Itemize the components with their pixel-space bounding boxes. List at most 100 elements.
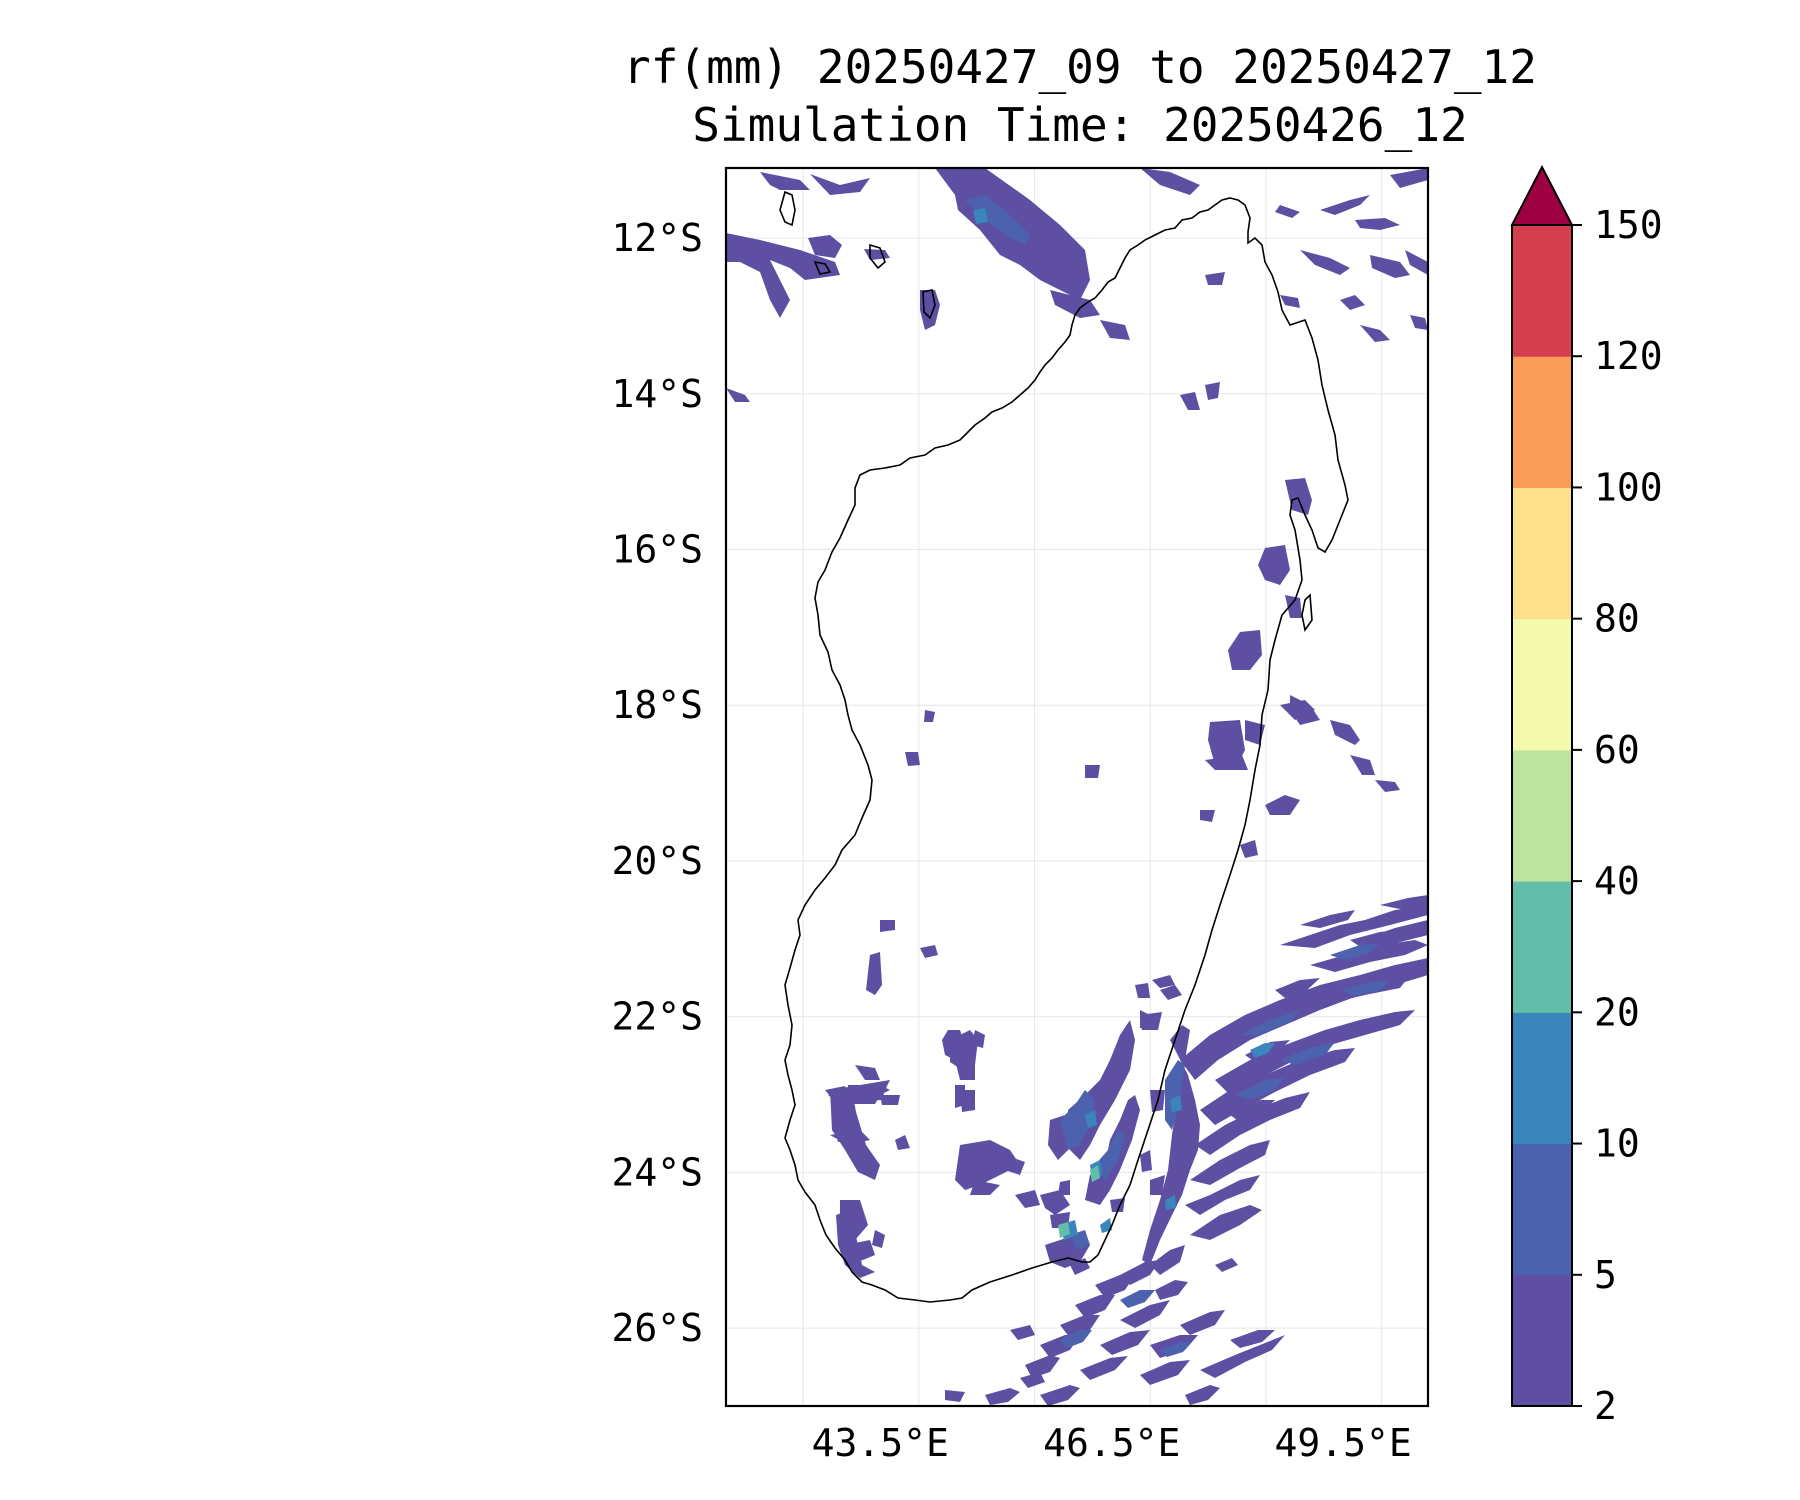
rain-patch — [1340, 980, 1390, 996]
colorbar-segment — [1512, 749, 1572, 882]
mayotte-island — [922, 289, 936, 320]
colorbar-tick-label: 150 — [1594, 203, 1663, 247]
rain-patch — [1320, 195, 1370, 215]
rain-patch — [855, 1065, 880, 1080]
rain-patch — [1235, 1078, 1285, 1100]
rain-patch — [1060, 1090, 1095, 1150]
rain-patch — [1140, 1012, 1162, 1030]
rain-patch — [1240, 840, 1258, 858]
rain-patch — [1015, 1190, 1040, 1208]
rain-patch — [1340, 1022, 1382, 1036]
rain-patch — [1095, 1275, 1135, 1298]
latitude-tick-label: 16°S — [611, 528, 703, 572]
rain-patch — [864, 249, 890, 260]
colorbar-tick-label: 20 — [1594, 990, 1640, 1034]
rain-patch — [960, 1090, 975, 1112]
rain-patch — [1265, 795, 1300, 815]
latitude-tick-label: 20°S — [611, 839, 703, 883]
rain-patch — [1258, 545, 1290, 585]
rain-patch — [1058, 1180, 1070, 1195]
colorbar-segment — [1512, 356, 1572, 488]
rain-patch — [1170, 1095, 1182, 1112]
rain-patch — [1350, 930, 1400, 948]
rain-patch — [1190, 1140, 1270, 1185]
rain-patch — [1330, 720, 1360, 745]
rain-patch — [726, 233, 840, 318]
comoros-island — [869, 243, 886, 270]
rain-patch — [1205, 272, 1225, 285]
rain-patch — [924, 710, 935, 722]
latitude-tick-label: 12°S — [611, 216, 703, 260]
colorbar-segment — [1512, 225, 1572, 357]
rain-patch — [1355, 218, 1400, 230]
rain-patch — [1120, 1290, 1155, 1308]
latitude-tick-label: 14°S — [611, 372, 703, 416]
rain-patch — [1240, 1010, 1300, 1035]
latitude-tick-label: 22°S — [611, 995, 703, 1039]
rain-patch — [1340, 295, 1365, 310]
rain-patch — [1025, 1355, 1060, 1378]
rain-patch — [1285, 595, 1302, 618]
rain-patch — [880, 920, 895, 932]
rain-patch — [1190, 1205, 1262, 1240]
rain-patch — [1410, 315, 1428, 330]
rainfall-level-5-10 — [965, 195, 1390, 1357]
comoros-island — [779, 190, 796, 227]
rain-patch — [1250, 1043, 1275, 1058]
colorbar-segment — [1512, 1143, 1572, 1276]
colorbar-segment — [1512, 487, 1572, 620]
rain-patch — [965, 195, 1030, 245]
rain-patch — [1140, 1150, 1152, 1172]
rain-patch — [1205, 382, 1220, 400]
comoros-island — [813, 260, 832, 275]
colorbar-tick-label: 80 — [1594, 597, 1640, 641]
rain-patch — [866, 952, 882, 995]
colorbar-outline — [1511, 225, 1573, 1407]
rain-patch — [1250, 1008, 1295, 1028]
rain-patch — [1120, 1300, 1170, 1328]
rain-patch — [1380, 895, 1428, 910]
rain-patch — [1360, 325, 1390, 342]
rain-patch — [1290, 695, 1320, 725]
rain-patch — [1080, 1356, 1128, 1380]
longitude-tick-label: 43.5°E — [812, 1421, 949, 1465]
rain-patch — [1060, 1315, 1100, 1338]
rain-patch — [1155, 1280, 1188, 1300]
rain-patch — [1300, 910, 1355, 928]
colorbar-tick-label: 5 — [1594, 1253, 1617, 1297]
rain-patch — [1040, 1385, 1080, 1406]
rain-patch — [973, 208, 988, 224]
rain-patch — [1275, 205, 1300, 218]
rain-patch — [945, 1390, 965, 1402]
rain-patch — [1390, 168, 1428, 188]
rain-patch — [872, 1230, 885, 1248]
rain-patch — [1135, 983, 1150, 998]
rain-patch — [1230, 1100, 1275, 1122]
rain-patch — [1160, 985, 1182, 1000]
rain-patch — [1100, 1218, 1112, 1233]
rain-patch — [760, 172, 810, 190]
title-line-1: rf(mm) 20250427_09 to 20250427_12 — [623, 40, 1537, 94]
rain-patch — [1280, 295, 1300, 308]
rain-patch — [1140, 1360, 1190, 1385]
rain-patch — [1230, 1330, 1275, 1348]
rain-patch — [1058, 1222, 1070, 1238]
rain-patch — [1150, 1175, 1165, 1195]
latitude-tick-label: 24°S — [611, 1150, 703, 1194]
rain-patch — [1100, 1330, 1150, 1355]
rain-patch — [1050, 290, 1100, 318]
rain-patch — [1010, 1325, 1035, 1340]
nosy-boraha — [1301, 593, 1313, 632]
rain-patch — [1275, 978, 1320, 998]
colorbar-tick-label: 2 — [1594, 1384, 1617, 1428]
rain-patch — [1285, 478, 1312, 515]
rain-patch — [726, 388, 750, 402]
latitude-tick-label: 18°S — [611, 683, 703, 727]
rain-patch — [830, 1090, 880, 1180]
rainfall-level-20-40 — [1058, 1165, 1100, 1238]
rain-patch — [1160, 1342, 1192, 1357]
title-line-2: Simulation Time: 20250426_12 — [692, 98, 1468, 152]
rain-patch — [1310, 940, 1428, 972]
latitude-tick-labels: 12°S 14°S 16°S 18°S 20°S 22°S 24°S 26°S — [611, 216, 703, 1350]
